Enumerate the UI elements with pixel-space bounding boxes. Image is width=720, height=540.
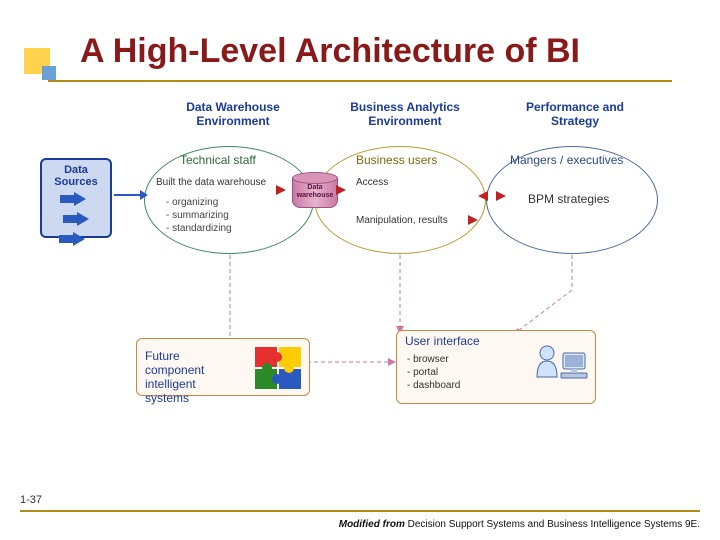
attribution-prefix: Modified from xyxy=(339,519,405,530)
user-interface-box: User interface - browser - portal - dash… xyxy=(396,330,596,404)
future-component-label: Future component intelligent systems xyxy=(137,339,245,408)
col-header-ps: Performance and Strategy xyxy=(500,100,650,129)
bpm-text: BPM strategies xyxy=(528,192,609,208)
data-flow-arrows-icon xyxy=(50,192,102,249)
col-header-dw: Data Warehouse Environment xyxy=(158,100,308,129)
col-header-ba: Business Analytics Environment xyxy=(330,100,480,129)
future-component-box: Future component intelligent systems xyxy=(136,338,310,396)
user-computer-icon xyxy=(531,343,589,397)
slide-title: A High-Level Architecture of BI xyxy=(80,32,580,71)
label-technical-staff: Technical staff xyxy=(180,153,256,167)
red-arrow-left-icon xyxy=(478,188,488,206)
label-business-users: Business users xyxy=(356,153,437,167)
data-sources-label: Data Sources xyxy=(50,164,102,188)
architecture-diagram: Data Warehouse Environment Business Anal… xyxy=(60,100,680,470)
footer-rule xyxy=(20,510,700,512)
cylinder-label: Data warehouse xyxy=(292,184,338,199)
attribution: Modified from Decision Support Systems a… xyxy=(339,519,700,530)
blue-arrow-icon xyxy=(114,194,140,196)
manipulation-text: Manipulation, results xyxy=(356,214,448,227)
label-managers: Mangers / executives xyxy=(510,153,623,167)
data-warehouse-cylinder-icon: Data warehouse xyxy=(292,172,338,208)
puzzle-icon xyxy=(253,345,303,391)
title-bullet-icon xyxy=(24,48,50,74)
access-text: Access xyxy=(356,176,388,189)
attribution-source: Decision Support Systems and Business In… xyxy=(405,519,700,530)
dw-activities: - organizing - summarizing - standardizi… xyxy=(166,196,232,235)
built-dw-text: Built the data warehouse xyxy=(156,176,266,189)
slide-number: 1-37 xyxy=(20,494,42,506)
red-arrow-icon xyxy=(468,212,478,230)
red-arrow-icon xyxy=(336,182,346,200)
data-sources-box: Data Sources xyxy=(40,158,112,238)
red-arrow-icon xyxy=(276,182,286,200)
red-arrow-icon xyxy=(496,188,506,206)
title-rule xyxy=(48,80,672,82)
